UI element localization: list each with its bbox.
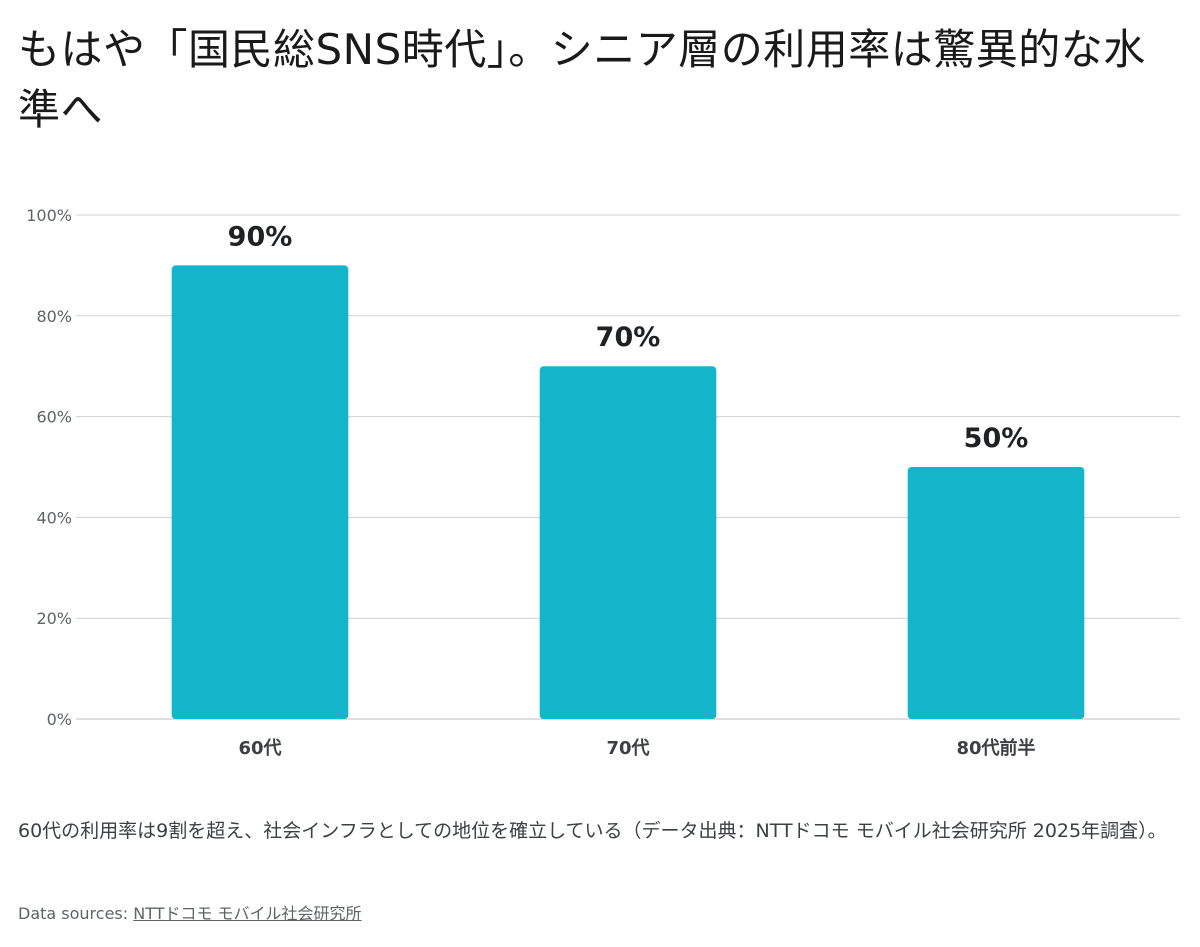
x-category-label: 60代 <box>238 738 281 759</box>
chart-title: もはや「国民総SNS時代」。シニア層の利用率は驚異的な水準へ <box>18 25 1146 134</box>
data-label: 50% <box>964 423 1029 454</box>
x-category-label: 80代前半 <box>956 737 1035 759</box>
data-labels: 90% 70% 50% <box>228 221 1029 454</box>
data-sources: Data sources: NTTドコモ モバイル社会研究所 <box>18 902 362 926</box>
y-tick-label: 40% <box>36 508 72 527</box>
y-tick-label: 0% <box>47 710 72 729</box>
x-axis-categories: 60代 70代 80代前半 <box>238 737 1035 759</box>
bars <box>171 265 1085 719</box>
y-tick-label: 60% <box>36 408 72 427</box>
y-tick-label: 100% <box>26 206 72 225</box>
y-tick-label: 80% <box>36 307 72 326</box>
sources-link[interactable]: NTTドコモ モバイル社会研究所 <box>133 904 362 923</box>
bar <box>539 366 717 719</box>
chart-caption: 60代の利用率は9割を超え、社会インフラとしての地位を確立している（データ出典：… <box>18 820 1167 842</box>
bar <box>907 467 1085 719</box>
x-category-label: 70代 <box>606 738 649 759</box>
data-label: 90% <box>228 221 293 252</box>
y-axis-ticks: 0% 20% 40% 60% 80% 100% <box>26 206 72 729</box>
sources-label: Data sources: <box>18 904 134 923</box>
bar <box>171 265 349 719</box>
y-tick-label: 20% <box>36 609 72 628</box>
bar-chart: 0% 20% 40% 60% 80% 100% 90% 70% 50% 60代 70代 80代前半 <box>26 206 1180 759</box>
data-label: 70% <box>596 322 661 353</box>
